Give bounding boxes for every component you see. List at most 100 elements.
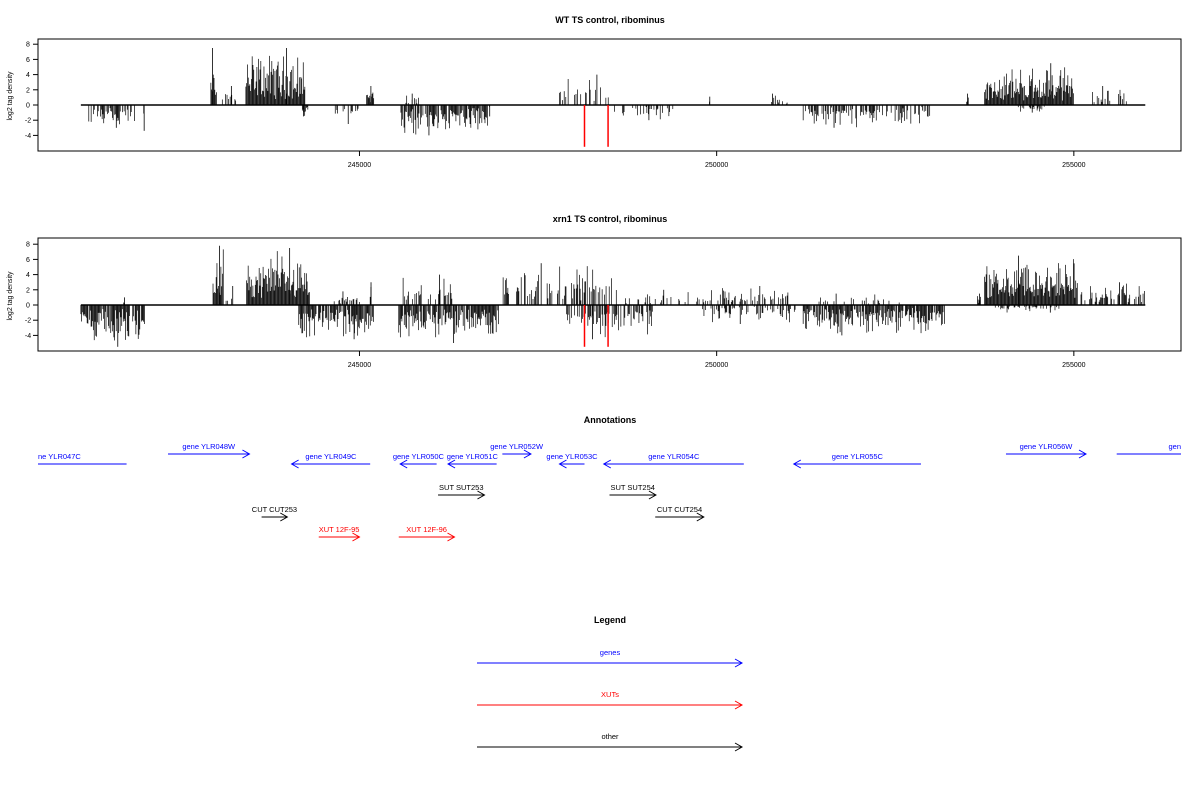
feature-label: gene YLR050C	[393, 452, 445, 461]
legend-title: Legend	[594, 615, 626, 625]
panel-title: WT TS control, ribominus	[555, 15, 665, 25]
feature-label: XUT 12F-95	[319, 525, 360, 534]
y-tick-label: 2	[26, 87, 30, 94]
annotation-feature: gene YLR048W	[168, 442, 251, 459]
annotation-feature: SUT SUT254	[609, 483, 657, 500]
y-axis-label: log2 tag density	[7, 271, 14, 321]
panel-title: xrn1 TS control, ribominus	[553, 214, 668, 224]
arrow-head	[523, 449, 532, 459]
feature-label: SUT SUT254	[610, 483, 654, 492]
feature-label: gen	[1168, 442, 1181, 451]
red-marker-lines	[583, 105, 609, 147]
x-tick-label: 250000	[705, 162, 728, 169]
feature-label: gene YLR049C	[305, 452, 357, 461]
annotation-feature: gene YLR051C	[447, 452, 499, 469]
annotation-feature: gene YLR055C	[792, 452, 921, 469]
feature-label: SUT SUT253	[439, 483, 483, 492]
feature-label: ne YLR047C	[38, 452, 81, 461]
x-tick-label: 245000	[348, 362, 371, 369]
arrow-head	[399, 459, 408, 469]
arrow-head	[447, 532, 456, 542]
x-axis: 245000 250000 255000	[348, 351, 1086, 369]
arrow-head	[1078, 449, 1087, 459]
legend-items: genes XUTs other	[477, 648, 744, 752]
y-tick-label: -2	[25, 118, 31, 125]
feature-label: gene YLR051C	[447, 452, 499, 461]
feature-label: gene YLR056W	[1020, 442, 1074, 451]
y-tick-label: 4	[26, 272, 30, 279]
arrow-head	[477, 490, 486, 500]
arrow-head	[558, 459, 567, 469]
y-axis: -4 -2 0 2 4 6 8	[25, 42, 38, 140]
feature-label: gene YLR053C	[546, 452, 598, 461]
feature-label: XUT 12F-96	[406, 525, 447, 534]
feature-label: CUT CUT254	[657, 505, 702, 514]
annotation-feature: gene YLR050C	[393, 452, 445, 469]
annotation-feature: ne YLR047C	[38, 452, 127, 465]
x-tick-label: 255000	[1062, 162, 1085, 169]
annotation-feature: CUT CUT253	[252, 505, 297, 522]
annotation-features: gene YLR048W gene YLR052W gene YLR056W ne Y…	[38, 442, 1181, 542]
legend-item: genes	[477, 648, 744, 668]
y-tick-label: 0	[26, 303, 30, 310]
plot-frame	[37, 38, 1182, 152]
feature-label: gene YLR055C	[832, 452, 884, 461]
y-tick-label: 4	[26, 72, 30, 79]
y-tick-label: -2	[25, 318, 31, 325]
arrow-head	[696, 512, 705, 522]
feature-label: gene YLR052W	[490, 442, 544, 451]
arrow-head	[734, 658, 744, 668]
arrow-head	[648, 490, 657, 500]
y-tick-label: 8	[26, 42, 30, 49]
plot-frame	[37, 237, 1182, 352]
legend-label: XUTs	[601, 690, 619, 699]
legend: Legend genes XUTs other	[477, 615, 744, 752]
arrow-head	[447, 459, 456, 469]
arrow-head	[734, 700, 744, 710]
density-bars	[80, 48, 1146, 136]
x-tick-label: 250000	[705, 362, 728, 369]
y-tick-label: -4	[25, 133, 31, 140]
arrow-head	[280, 512, 289, 522]
annotation-feature: gen	[1116, 442, 1181, 455]
legend-item: XUTs	[477, 690, 744, 710]
y-tick-label: -4	[25, 333, 31, 340]
wt-density-panel: WT TS control, ribominus log2 tag densit…	[7, 15, 1182, 169]
arrow-head	[290, 459, 299, 469]
arrow-head	[792, 459, 802, 469]
x-tick-label: 255000	[1062, 362, 1085, 369]
legend-item: other	[477, 732, 744, 752]
annotation-feature: CUT CUT254	[655, 505, 705, 522]
annotation-feature: gene YLR054C	[602, 452, 744, 469]
y-tick-label: 2	[26, 287, 30, 294]
annotations-title: Annotations	[584, 415, 637, 425]
annotation-feature: SUT SUT253	[438, 483, 486, 500]
arrow-head	[242, 449, 251, 459]
y-tick-label: 6	[26, 257, 30, 264]
y-axis-label: log2 tag density	[7, 71, 14, 121]
arrow-head	[734, 742, 744, 752]
legend-label: other	[601, 732, 619, 741]
density-bars	[80, 245, 1146, 347]
feature-label: CUT CUT253	[252, 505, 297, 514]
annotation-feature: gene YLR049C	[290, 452, 371, 469]
red-marker-lines	[583, 305, 609, 347]
annotation-feature: XUT 12F-96	[398, 525, 456, 542]
xrn1-density-panel: xrn1 TS control, ribominus log2 tag dens…	[7, 214, 1182, 369]
y-axis: -4 -2 0 2 4 6 8	[25, 242, 38, 340]
arrow-head	[352, 532, 361, 542]
y-tick-label: 6	[26, 57, 30, 64]
annotations-track: Annotations gene YLR048W gene YLR052W gene…	[38, 415, 1181, 542]
feature-label: gene YLR054C	[648, 452, 700, 461]
x-tick-label: 245000	[348, 162, 371, 169]
annotation-feature: gene YLR052W	[490, 442, 544, 459]
annotation-feature: gene YLR056W	[1005, 442, 1087, 459]
x-axis: 245000 250000 255000	[348, 151, 1086, 169]
feature-label: gene YLR048W	[182, 442, 236, 451]
arrow-head	[602, 459, 612, 469]
legend-label: genes	[600, 648, 621, 657]
annotation-feature: gene YLR053C	[546, 452, 598, 469]
annotation-feature: XUT 12F-95	[318, 525, 361, 542]
y-tick-label: 0	[26, 103, 30, 110]
